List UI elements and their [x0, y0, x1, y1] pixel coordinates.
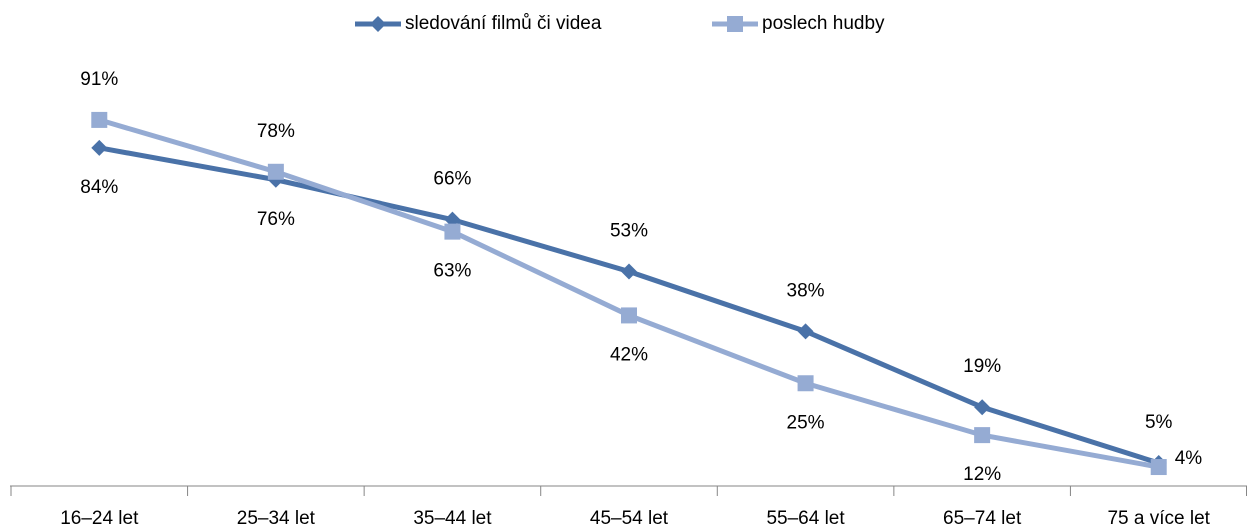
data-label: 91% — [80, 69, 118, 90]
legend-label: poslech hudby — [762, 13, 885, 34]
data-label: 4% — [1175, 448, 1203, 469]
data-label: 19% — [963, 356, 1001, 377]
data-point — [91, 139, 108, 156]
data-label: 66% — [433, 169, 471, 190]
data-label: 78% — [257, 121, 295, 142]
x-tick-label: 25–34 let — [237, 508, 316, 529]
series-line — [98, 145, 1160, 466]
legend-label: sledování filmů či videa — [405, 13, 602, 34]
data-label: 12% — [963, 464, 1001, 485]
data-point — [444, 223, 461, 240]
data-label: 53% — [610, 221, 648, 242]
data-label: 76% — [257, 209, 295, 230]
data-label: 63% — [433, 261, 471, 282]
x-tick-label: 65–74 let — [943, 508, 1022, 529]
data-point — [621, 263, 637, 280]
data-label: 84% — [80, 177, 118, 198]
data-point — [267, 163, 284, 180]
data-label: 25% — [787, 412, 825, 433]
data-point — [797, 323, 814, 340]
data-point — [974, 427, 991, 444]
x-tick-label: 55–64 let — [766, 508, 845, 529]
x-tick-label: 75 a více let — [1107, 508, 1210, 529]
data-point — [974, 399, 991, 416]
data-label: 38% — [787, 280, 825, 301]
x-tick-label: 16–24 let — [60, 508, 139, 529]
legend-marker — [370, 16, 386, 32]
data-point — [91, 111, 108, 128]
data-label: 5% — [1145, 412, 1173, 433]
data-label: 42% — [610, 344, 648, 365]
x-tick-label: 35–44 let — [413, 508, 492, 529]
data-point — [1150, 459, 1167, 476]
data-point — [797, 375, 814, 392]
legend-marker — [727, 16, 743, 32]
data-point — [621, 307, 637, 324]
x-tick-label: 45–54 let — [590, 508, 669, 529]
